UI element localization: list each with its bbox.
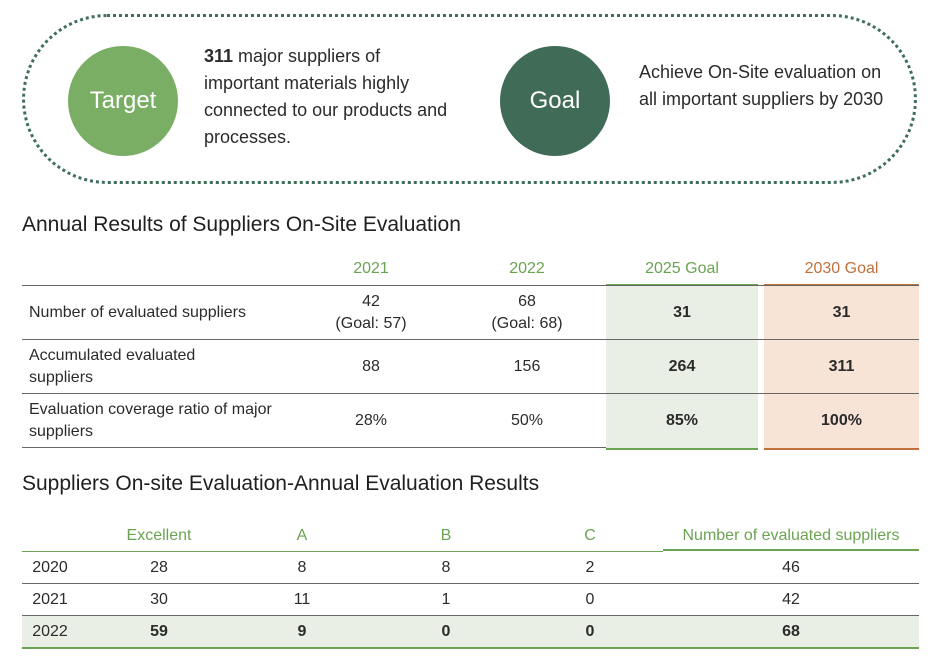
col-c: C — [584, 527, 596, 544]
col-2025-goal: 2025 Goal — [606, 256, 758, 286]
goal-note: (Goal: 57) — [335, 315, 407, 332]
year: 2020 — [32, 559, 68, 576]
cell-2025-goal: 264 — [606, 340, 758, 394]
grade-c: 2 — [585, 559, 595, 576]
table2-title: Suppliers On-site Evaluation-Annual Eval… — [22, 472, 540, 495]
total: 42 — [782, 591, 800, 608]
row-label: Accumulated evaluated suppliers — [29, 347, 196, 386]
cell-2021: 88 — [362, 358, 380, 375]
table-row: Number of evaluated suppliers 42 (Goal: … — [22, 285, 919, 340]
grade-a: 9 — [297, 623, 307, 640]
total: 46 — [782, 559, 800, 576]
grade-b: 1 — [441, 591, 451, 608]
grade-b: 0 — [441, 623, 451, 640]
table-bottom-rule — [22, 447, 606, 448]
cell-2030-goal: 311 — [764, 340, 919, 394]
value: 68 — [518, 293, 536, 310]
target-goal-panel — [22, 14, 917, 184]
grade-c: 0 — [585, 623, 595, 640]
value: 42 — [362, 293, 380, 310]
cell-2025-goal: 31 — [606, 286, 758, 340]
goal-badge-label: Goal — [529, 87, 581, 114]
excellent: 59 — [150, 623, 168, 640]
target-badge-label: Target — [89, 87, 157, 114]
table1-title: Annual Results of Suppliers On-Site Eval… — [22, 213, 461, 236]
col-total: Number of evaluated suppliers — [663, 525, 919, 551]
total: 68 — [782, 623, 800, 640]
cell-2022: 50% — [510, 412, 544, 429]
cell-2021: 28% — [354, 412, 388, 429]
cell-2022: 156 — [513, 358, 541, 375]
table-row: Accumulated evaluated suppliers 88 156 2… — [22, 339, 919, 394]
grade-a: 8 — [297, 559, 307, 576]
goal-description: Achieve On-Site evaluation on all import… — [639, 62, 884, 109]
target-badge: Target — [68, 46, 178, 156]
table-row-highlight: 2022 59 9 0 0 68 — [22, 616, 919, 649]
table-row: 2021 30 11 1 0 42 — [22, 584, 919, 616]
col-2022: 2022 — [509, 260, 545, 277]
row-label: Evaluation coverage ratio of major suppl… — [29, 401, 272, 440]
col-b: B — [440, 527, 452, 544]
cell-2021: 42 (Goal: 57) — [316, 286, 426, 340]
col-excellent: Excellent — [126, 527, 192, 544]
target-text: major suppliers of important materials h… — [204, 46, 448, 147]
row-label: Number of evaluated suppliers — [29, 304, 247, 321]
col-2030-goal: 2030 Goal — [764, 256, 919, 286]
col-a: A — [296, 527, 308, 544]
grade-b: 8 — [441, 559, 451, 576]
table-row: 2020 28 8 8 2 46 — [22, 552, 919, 584]
grade-a: 11 — [293, 591, 311, 608]
table-row: Evaluation coverage ratio of major suppl… — [22, 393, 919, 450]
cell-2030-goal: 100% — [764, 394, 919, 450]
target-description: 311 major suppliers of important materia… — [204, 43, 454, 151]
cell-2025-goal: 85% — [606, 394, 758, 450]
header-rule — [22, 551, 663, 552]
year: 2022 — [32, 623, 68, 640]
excellent: 30 — [150, 591, 168, 608]
goal-badge: Goal — [500, 46, 610, 156]
grade-c: 0 — [585, 591, 595, 608]
col-2021: 2021 — [353, 260, 389, 277]
cell-2030-goal: 31 — [764, 286, 919, 340]
year: 2021 — [32, 591, 68, 608]
target-count: 311 — [204, 46, 234, 66]
cell-2022: 68 (Goal: 68) — [472, 286, 582, 340]
goal-note: (Goal: 68) — [491, 315, 563, 332]
excellent: 28 — [150, 559, 168, 576]
